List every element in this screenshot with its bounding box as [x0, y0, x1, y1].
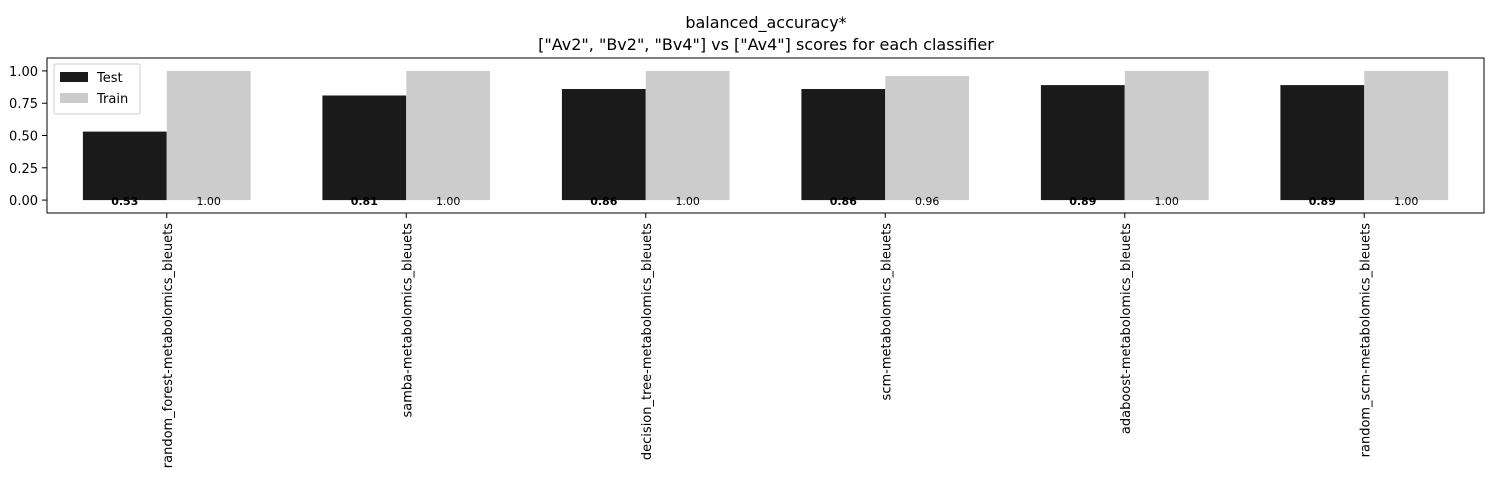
chart-title: balanced_accuracy*: [685, 13, 846, 33]
legend: Test Train: [53, 63, 141, 115]
value-label-test-2: 0.86: [590, 195, 617, 208]
value-label-train-2: 1.00: [675, 195, 700, 208]
y-axis: 0.00 0.25 0.50 0.75 1.00: [9, 65, 47, 209]
bar-test-2: [561, 89, 646, 201]
x-tick-label-2: decision_tree-metabolomics_bleuets: [640, 223, 655, 460]
chart-subtitle: ["Av2", "Bv2", "Bv4"] vs ["Av4"] scores …: [538, 35, 994, 54]
bar-train-4: [1124, 70, 1209, 201]
x-axis: random_forest-metabolomics_bleuets samba-…: [161, 213, 1373, 468]
bar-train-2: [645, 70, 730, 201]
x-tick-label-3: scm-metabolomics_bleuets: [879, 223, 894, 401]
value-label-train-0: 1.00: [196, 195, 221, 208]
y-tick-label-4: 1.00: [9, 65, 38, 80]
bar-test-0: [82, 131, 167, 201]
value-label-test-3: 0.86: [830, 195, 857, 208]
bar-test-1: [322, 95, 407, 201]
bar-train-1: [406, 70, 491, 201]
y-tick-label-0: 0.00: [9, 194, 38, 209]
bar-train-3: [885, 76, 970, 201]
bar-test-5: [1280, 85, 1365, 201]
value-label-train-3: 0.96: [915, 195, 940, 208]
x-tick-label-1: samba-metabolomics_bleuets: [400, 223, 415, 418]
bar-train-5: [1364, 70, 1449, 201]
y-tick-label-1: 0.25: [9, 162, 38, 177]
legend-label-train: Train: [96, 92, 128, 107]
x-tick-label-0: random_forest-metabolomics_bleuets: [161, 223, 176, 468]
value-labels: 0.53 1.00 0.81 1.00 0.86 1.00 0.86 0.96 0.89 1.00…: [111, 195, 1418, 208]
bar-test-4: [1040, 85, 1125, 201]
x-tick-label-5: random_scm-metabolomics_bleuets: [1358, 223, 1373, 458]
value-label-test-4: 0.89: [1069, 195, 1096, 208]
bar-test-3: [801, 89, 886, 201]
value-label-train-4: 1.00: [1154, 195, 1179, 208]
legend-swatch-test: [60, 72, 88, 82]
value-label-train-5: 1.00: [1394, 195, 1419, 208]
value-label-train-1: 1.00: [436, 195, 461, 208]
y-tick-label-3: 0.75: [9, 97, 38, 112]
legend-label-test: Test: [96, 71, 123, 86]
x-tick-label-4: adaboost-metabolomics_bleuets: [1119, 223, 1134, 434]
bar-train-0: [166, 70, 251, 201]
plot-bars: [82, 70, 1449, 201]
y-tick-label-2: 0.50: [9, 130, 38, 145]
legend-swatch-train: [60, 93, 88, 103]
plot-area-frame: [46, 57, 1485, 214]
value-label-test-5: 0.89: [1309, 195, 1336, 208]
value-label-test-0: 0.53: [111, 195, 138, 208]
value-label-test-1: 0.81: [351, 195, 378, 208]
